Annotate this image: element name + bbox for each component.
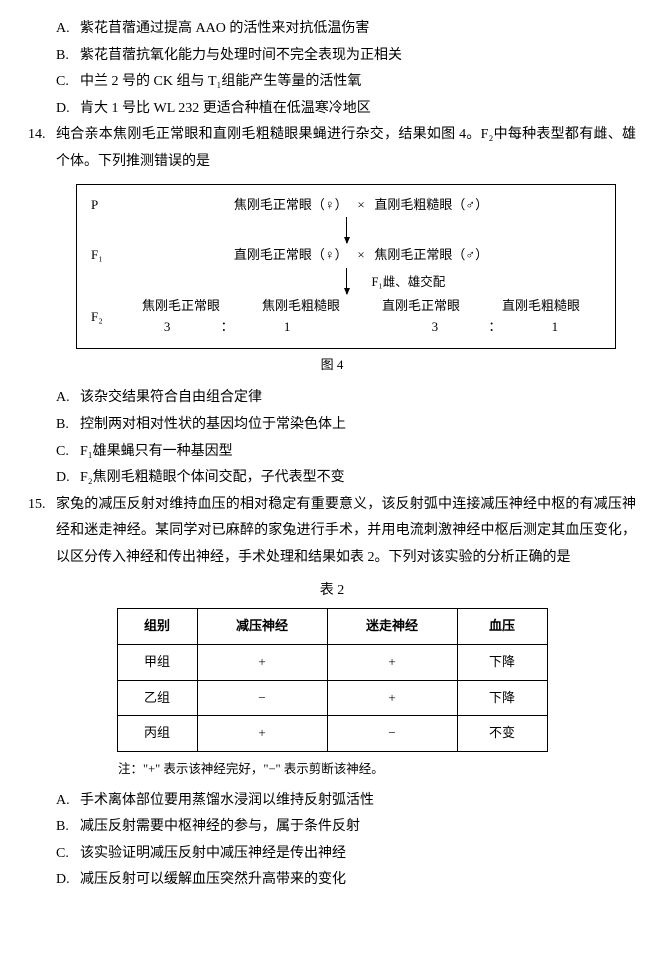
table-header: 组别 [117,609,197,645]
table-row: 丙组 + − 不变 [117,716,547,752]
down-arrow-icon [346,217,347,243]
option-label: A. [56,385,80,412]
figure-4-cross-diagram: P 焦刚毛正常眼（♀） × 直刚毛粗糙眼（♂） F₁ 直刚毛正常眼（♀） × 焦… [76,184,616,349]
question-number: 14. [28,122,56,175]
option-text: 肯大 1 号比 WL 232 更适合种植在低温寒冷地区 [80,101,371,116]
option-label: C. [56,69,80,96]
p-female: 焦刚毛正常眼（♀） [234,197,348,212]
option-b: B.控制两对相对性状的基因均位于常染色体上 [28,412,636,439]
option-text: 减压反射可以缓解血压突然升高带来的变化 [80,872,346,887]
option-text: 手术离体部位要用蒸馏水浸润以维持反射弧活性 [80,793,374,808]
option-c: C.中兰 2 号的 CK 组与 T₁组能产生等量的活性氧 [28,69,636,96]
option-label: B. [56,412,80,439]
option-label: C. [56,841,80,868]
table-header: 血压 [457,609,547,645]
f2-label: F₂ [91,307,121,328]
figure-4-caption: 图 4 [28,353,636,378]
q13-options-tail: A.紫花苜蓿通过提高 AAO 的活性来对抗低温伤害 B.紫花苜蓿抗氧化能力与处理… [28,16,636,122]
option-text: F₁雄果蝇只有一种基因型 [80,444,233,459]
option-text: 减压反射需要中枢神经的参与，属于条件反射 [80,819,360,834]
cross-symbol: × [357,247,364,262]
option-b: B.减压反射需要中枢神经的参与，属于条件反射 [28,814,636,841]
option-c: C.该实验证明减压反射中减压神经是传出神经 [28,841,636,868]
table-2: 组别 减压神经 迷走神经 血压 甲组 + + 下降 乙组 − + 下降 丙组 +… [117,608,548,752]
f2-generation-row: F₂ 焦刚毛正常眼 焦刚毛粗糙眼 直刚毛正常眼 直刚毛粗糙眼 3 ： 1 3 ：… [91,296,601,338]
table-row: 乙组 − + 下降 [117,680,547,716]
q14-options: A.该杂交结果符合自由组合定律 B.控制两对相对性状的基因均位于常染色体上 C.… [28,385,636,491]
option-d: D.F₂焦刚毛粗糙眼个体间交配，子代表型不变 [28,465,636,492]
table-row: 甲组 + + 下降 [117,644,547,680]
option-a: A.该杂交结果符合自由组合定律 [28,385,636,412]
table-2-note: 注："+" 表示该神经完好，"−" 表示剪断该神经。 [118,758,636,782]
option-label: D. [56,867,80,894]
f1-generation-row: F₁ 直刚毛正常眼（♀） × 焦刚毛正常眼（♂） [91,245,601,266]
option-a: A.紫花苜蓿通过提高 AAO 的活性来对抗低温伤害 [28,16,636,43]
option-b: B.紫花苜蓿抗氧化能力与处理时间不完全表现为正相关 [28,43,636,70]
option-text: 控制两对相对性状的基因均位于常染色体上 [80,417,346,432]
f1-label: F₁ [91,245,121,266]
table-header-row: 组别 减压神经 迷走神经 血压 [117,609,547,645]
q15: 15. 家兔的减压反射对维持血压的相对稳定有重要意义，该反射弧中连接减压神经中枢… [28,492,636,572]
down-arrow-icon [346,268,347,294]
option-a: A.手术离体部位要用蒸馏水浸润以维持反射弧活性 [28,788,636,815]
option-text: 中兰 2 号的 CK 组与 T₁组能产生等量的活性氧 [80,74,361,89]
f2-ratio: 3 ： 1 3 ： 1 [121,317,601,338]
option-label: B. [56,814,80,841]
f2-phenotype: 焦刚毛粗糙眼 [241,296,361,317]
f2-phenotypes: 焦刚毛正常眼 焦刚毛粗糙眼 直刚毛正常眼 直刚毛粗糙眼 [121,296,601,317]
option-label: C. [56,439,80,466]
table-header: 迷走神经 [327,609,457,645]
q15-options: A.手术离体部位要用蒸馏水浸润以维持反射弧活性 B.减压反射需要中枢神经的参与，… [28,788,636,894]
option-text: 紫花苜蓿通过提高 AAO 的活性来对抗低温伤害 [80,21,369,36]
question-number: 15. [28,492,56,572]
option-text: 该实验证明减压反射中减压神经是传出神经 [80,846,346,861]
option-label: D. [56,96,80,123]
option-label: A. [56,16,80,43]
f1-male: 焦刚毛正常眼（♂） [374,247,488,262]
question-stem: 家兔的减压反射对维持血压的相对稳定有重要意义，该反射弧中连接减压神经中枢的有减压… [56,492,636,572]
p-generation-row: P 焦刚毛正常眼（♀） × 直刚毛粗糙眼（♂） [91,195,601,216]
question-stem: 纯合亲本焦刚毛正常眼和直刚毛粗糙眼果蝇进行杂交，结果如图 4。F₂中每种表型都有… [56,122,636,175]
q14: 14. 纯合亲本焦刚毛正常眼和直刚毛粗糙眼果蝇进行杂交，结果如图 4。F₂中每种… [28,122,636,175]
option-label: B. [56,43,80,70]
option-text: F₂焦刚毛粗糙眼个体间交配，子代表型不变 [80,470,345,485]
f1-female: 直刚毛正常眼（♀） [234,247,348,262]
option-c: C.F₁雄果蝇只有一种基因型 [28,439,636,466]
option-text: 紫花苜蓿抗氧化能力与处理时间不完全表现为正相关 [80,48,402,63]
option-d: D.减压反射可以缓解血压突然升高带来的变化 [28,867,636,894]
option-label: A. [56,788,80,815]
cross-symbol: × [357,197,364,212]
f1-mating-note: F₁雌、雄交配 [372,272,446,292]
f2-phenotype: 焦刚毛正常眼 [121,296,241,317]
option-d: D.肯大 1 号比 WL 232 更适合种植在低温寒冷地区 [28,96,636,123]
option-label: D. [56,465,80,492]
f2-phenotype: 直刚毛粗糙眼 [481,296,601,317]
p-male: 直刚毛粗糙眼（♂） [374,197,488,212]
option-text: 该杂交结果符合自由组合定律 [80,390,262,405]
table-header: 减压神经 [197,609,327,645]
p-label: P [91,195,121,216]
f2-phenotype: 直刚毛正常眼 [361,296,481,317]
table-2-caption: 表 2 [28,578,636,605]
